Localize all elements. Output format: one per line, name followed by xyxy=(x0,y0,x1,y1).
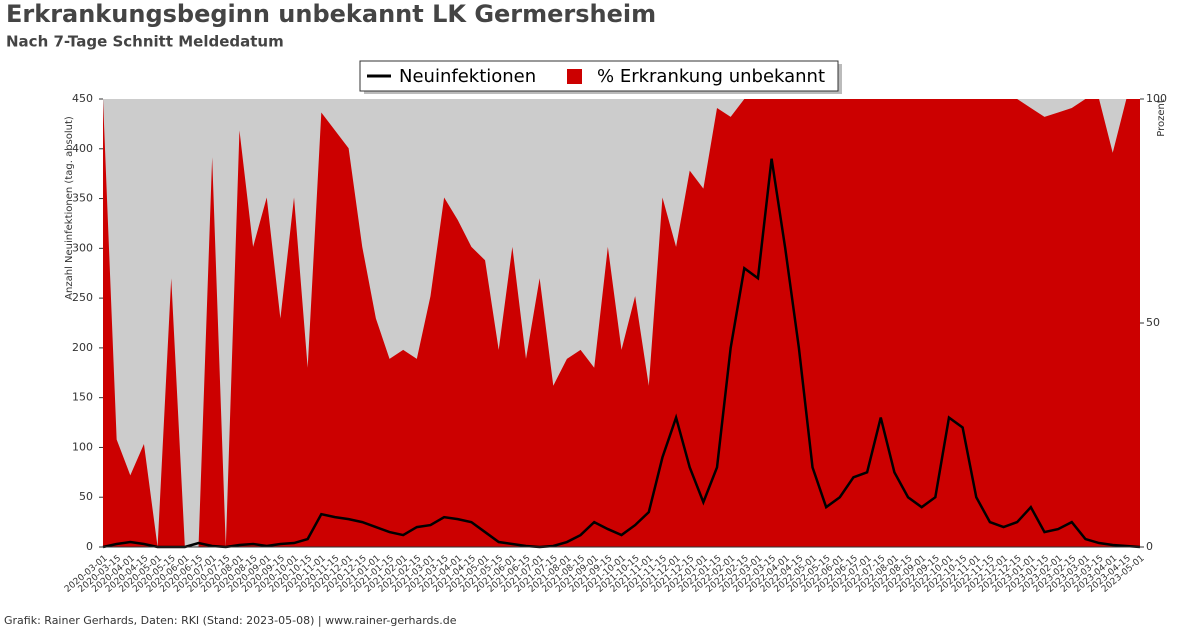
y-tick-label: 150 xyxy=(72,391,93,404)
y-axis-label: Anzahl Neuinfektionen (tag. absolut) xyxy=(64,116,75,300)
y-tick-label: 50 xyxy=(79,490,93,503)
y2-tick-label: 100 xyxy=(1146,92,1167,105)
legend-label: Neuinfektionen xyxy=(399,66,536,87)
area xyxy=(103,99,1140,547)
chart-title: Erkrankungsbeginn unbekannt LK Germershe… xyxy=(6,0,656,28)
y-tick-label: 300 xyxy=(72,241,93,254)
legend-label: % Erkrankung unbekannt xyxy=(597,66,825,87)
y-tick-label: 100 xyxy=(72,440,93,453)
legend: Neuinfektionen % Erkrankung unbekannt xyxy=(359,60,842,94)
y2-tick-label: 50 xyxy=(1146,316,1160,329)
y2-axis-label: Prozent xyxy=(1156,99,1167,137)
y-tick-label: 400 xyxy=(72,142,93,155)
legend-box xyxy=(359,60,839,92)
chart-subtitle: Nach 7-Tage Schnitt Meldedatum xyxy=(6,33,284,51)
legend-swatch xyxy=(567,69,582,84)
y-tick-label: 200 xyxy=(72,341,93,354)
y-tick-label: 350 xyxy=(72,192,93,205)
y2-tick-label: 0 xyxy=(1146,540,1153,553)
y-tick-label: 450 xyxy=(72,92,93,105)
footer: Grafik: Rainer Gerhards, Daten: RKI (Sta… xyxy=(4,614,457,627)
y-tick-label: 250 xyxy=(72,291,93,304)
line xyxy=(102,158,1141,549)
y-tick-label: 0 xyxy=(86,540,93,553)
